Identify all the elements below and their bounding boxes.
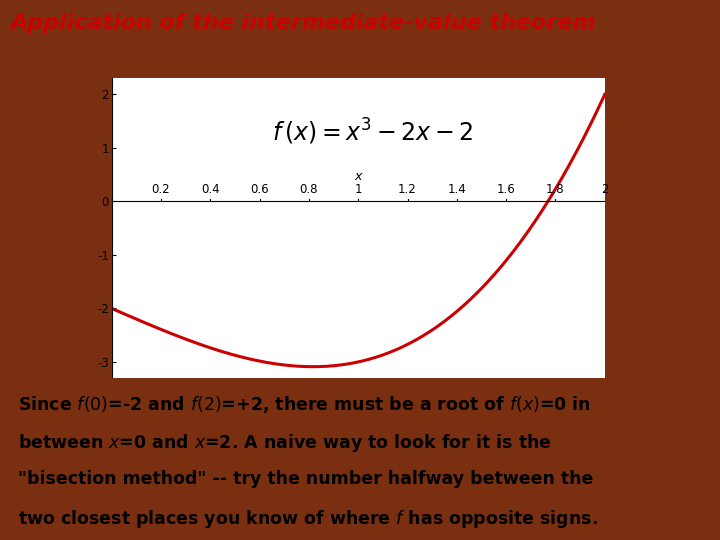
Text: 0.8: 0.8 xyxy=(300,183,318,196)
Text: 1.6: 1.6 xyxy=(497,183,516,196)
Text: "bisection method" -- try the number halfway between the: "bisection method" -- try the number hal… xyxy=(18,470,593,488)
Text: 0.6: 0.6 xyxy=(251,183,269,196)
Text: $f\,(x) = x^3 - 2x - 2$: $f\,(x) = x^3 - 2x - 2$ xyxy=(272,117,474,147)
Text: x: x xyxy=(354,170,362,183)
Text: 1.2: 1.2 xyxy=(398,183,417,196)
Text: Application of the intermediate-value theorem: Application of the intermediate-value th… xyxy=(11,13,596,33)
Text: 1.8: 1.8 xyxy=(546,183,564,196)
Text: 1: 1 xyxy=(354,183,362,196)
Text: 1.4: 1.4 xyxy=(447,183,467,196)
Text: Since $f(0)$=-2 and $f(2)$=+2, there must be a root of $f(x)$=0 in: Since $f(0)$=-2 and $f(2)$=+2, there mus… xyxy=(18,394,591,415)
Text: 0.4: 0.4 xyxy=(201,183,220,196)
Text: two closest places you know of where $f$ has opposite signs.: two closest places you know of where $f$… xyxy=(18,509,598,530)
Text: 2: 2 xyxy=(601,183,608,196)
Text: 0.2: 0.2 xyxy=(152,183,170,196)
Text: between $x$=0 and $x$=2. A naive way to look for it is the: between $x$=0 and $x$=2. A naive way to … xyxy=(18,432,552,454)
